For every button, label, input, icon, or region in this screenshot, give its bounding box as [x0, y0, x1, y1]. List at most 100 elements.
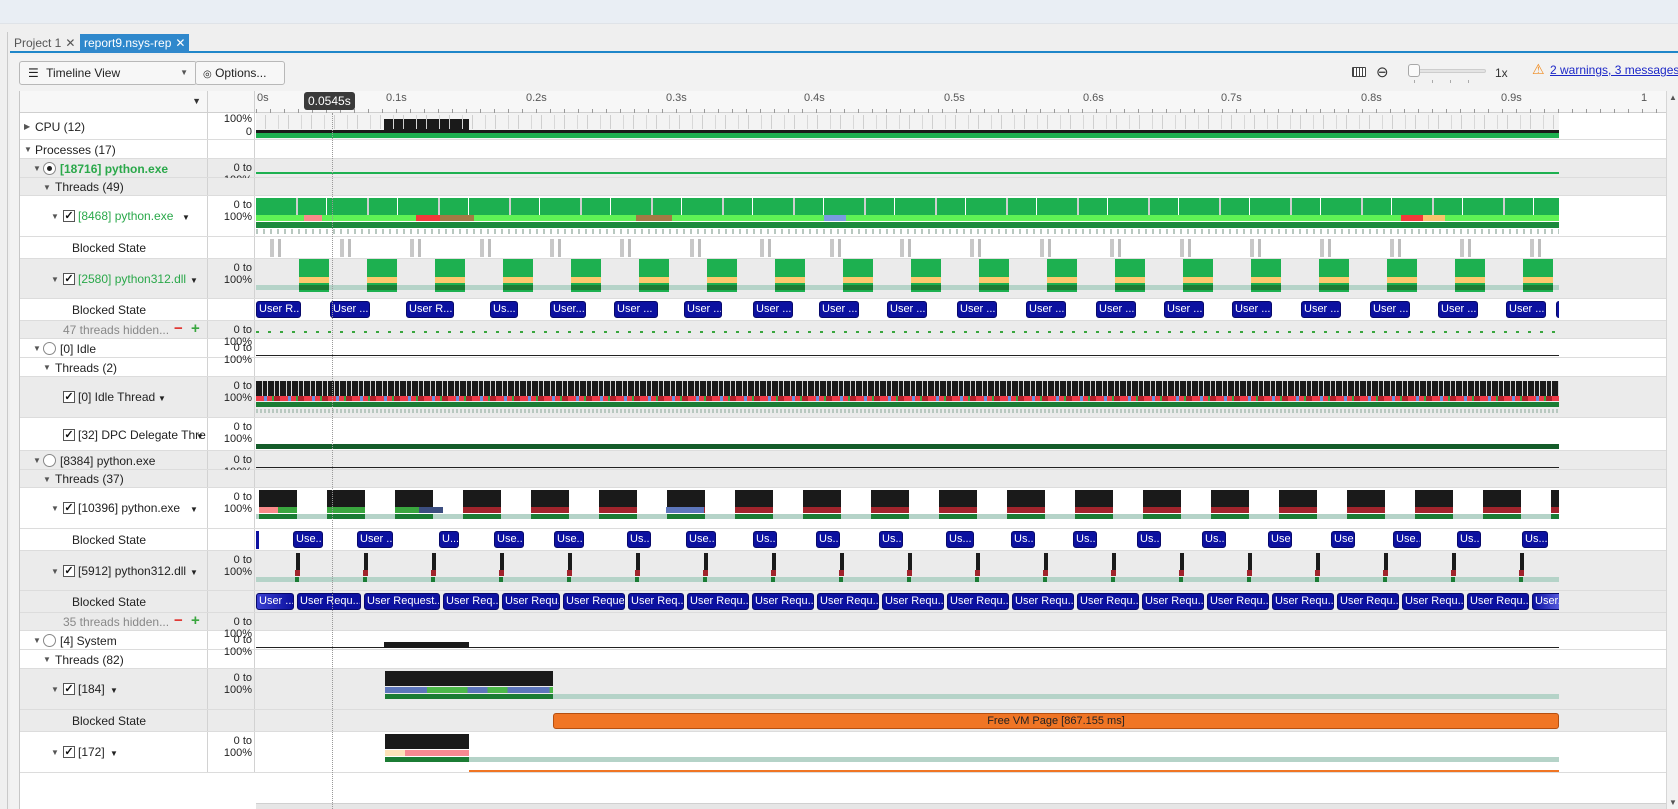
thread-checkbox[interactable]: ✓	[63, 429, 75, 441]
user-request-block[interactable]: User ...	[684, 301, 722, 318]
user-request-block[interactable]: User Req...	[443, 593, 499, 610]
collapse-arrow-icon[interactable]: ▼	[33, 456, 41, 465]
blocked-state-track[interactable]: Use... User ... U... Use... Use... Us...…	[256, 529, 1559, 550]
user-request-block[interactable]: Use...	[494, 531, 524, 548]
process-radio[interactable]	[43, 634, 56, 647]
process-row-idle[interactable]: ▼ [0] Idle 0 to 100%	[20, 339, 1678, 366]
tab-report9[interactable]: report9.nsys-rep ✕	[80, 34, 190, 53]
process-track[interactable]	[256, 631, 1559, 649]
chevron-down-icon[interactable]: ▼	[110, 749, 118, 758]
user-request-block[interactable]: User ...	[1438, 301, 1478, 318]
collapse-arrow-icon[interactable]: ▼	[24, 145, 32, 154]
close-icon[interactable]: ✕	[175, 36, 186, 50]
vertical-scrollbar[interactable]: ▲ ▼	[1666, 91, 1678, 809]
user-request-block[interactable]: Us...	[1073, 531, 1097, 548]
left-splitter[interactable]	[0, 32, 8, 809]
scroll-up-icon[interactable]: ▲	[1669, 93, 1677, 102]
user-request-block[interactable]: User...	[550, 301, 586, 318]
blocked-state-track[interactable]	[256, 237, 1559, 258]
user-request-block[interactable]: User R...	[256, 301, 301, 318]
user-request-block[interactable]: User Requ...	[947, 593, 1009, 610]
chevron-down-icon[interactable]: ▼	[190, 276, 198, 285]
thread-track[interactable]	[256, 732, 1559, 772]
user-request-block[interactable]: User ...	[1096, 301, 1136, 318]
zoom-out-icon[interactable]: ⊖	[1376, 64, 1389, 81]
horizontal-scrollbar[interactable]	[256, 803, 1666, 809]
user-request-block[interactable]: Use...	[1393, 531, 1421, 548]
thread-track[interactable]	[256, 488, 1559, 528]
user-request-block[interactable]: User Requ...	[1402, 593, 1464, 610]
thread-row-2580[interactable]: ▼ ✓ [2580] python312.dll ▼ 0 to 100%	[20, 259, 1678, 299]
user-request-block[interactable]: User ...	[357, 531, 393, 548]
collapse-arrow-icon[interactable]: ▼	[43, 655, 51, 664]
user-request-block[interactable]: Us...	[490, 301, 518, 318]
user-request-block[interactable]: Use...	[293, 531, 323, 548]
user-request-block[interactable]: Us...	[1137, 531, 1161, 548]
user-request-block[interactable]: User Requ...	[882, 593, 944, 610]
collapse-arrow-icon[interactable]: ▼	[51, 275, 59, 284]
user-request-block[interactable]: User Requ...	[1467, 593, 1529, 610]
user-request-block[interactable]: Us...	[1522, 531, 1548, 548]
thread-track[interactable]	[256, 418, 1559, 450]
thread-track[interactable]	[256, 669, 1559, 709]
process-track[interactable]	[256, 159, 1559, 177]
user-request-block[interactable]: User Requ...	[1012, 593, 1074, 610]
processes-row[interactable]: ▼ Processes (17)	[20, 140, 1678, 159]
warnings-link[interactable]: 2 warnings, 3 messages	[1550, 63, 1678, 77]
thread-track[interactable]	[256, 259, 1559, 298]
chevron-down-icon[interactable]: ▼	[110, 686, 118, 695]
collapse-arrow-icon[interactable]: ▼	[51, 685, 59, 694]
minus-icon[interactable]: −	[174, 613, 183, 629]
thread-checkbox[interactable]: ✓	[63, 273, 75, 285]
cpu-utilization-track[interactable]	[256, 113, 1559, 139]
thread-track[interactable]	[256, 377, 1559, 417]
chevron-down-icon[interactable]: ▼	[158, 394, 166, 403]
user-request-block[interactable]: User Requ...	[1077, 593, 1139, 610]
collapse-arrow-icon[interactable]: ▼	[33, 164, 41, 173]
user-request-block[interactable]: User Requ...	[752, 593, 814, 610]
process-track[interactable]	[256, 451, 1559, 469]
free-vm-page-block[interactable]: Free VM Page [867.155 ms]	[553, 713, 1559, 729]
user-request-block[interactable]: User ...	[256, 593, 294, 610]
chevron-down-icon[interactable]: ▼	[196, 432, 204, 441]
plus-icon[interactable]: +	[191, 321, 200, 337]
thread-checkbox[interactable]: ✓	[63, 502, 75, 514]
thread-row-184[interactable]: ▼ ✓ [184] ▼ 0 to 100%	[20, 669, 1678, 710]
user-request-block[interactable]: User ...	[1506, 301, 1546, 318]
thread-row-8468[interactable]: ▼ ✓ [8468] python.exe ▼ 0 to 100%	[20, 196, 1678, 237]
zoom-slider[interactable]	[1412, 69, 1486, 73]
hidden-threads-row[interactable]: 47 threads hidden... − + 0 to 100%	[20, 321, 1678, 348]
close-icon[interactable]: ✕	[65, 36, 76, 50]
blocked-state-row[interactable]: Blocked State User ... User Requ... User…	[20, 591, 1678, 613]
user-request-block[interactable]: Us...	[627, 531, 651, 548]
user-request-block[interactable]: Use...	[554, 531, 584, 548]
user-request-block[interactable]: User Requ...	[1142, 593, 1204, 610]
blocked-state-row[interactable]: Blocked State User R... User ... User R.…	[20, 299, 1678, 321]
keyboard-icon[interactable]	[1352, 67, 1366, 77]
user-request-block[interactable]	[1556, 301, 1559, 318]
user-request-block[interactable]: User Request...	[364, 593, 440, 610]
thread-row-dpc[interactable]: ✓ [32] DPC Delegate Thre ▼ 0 to 100%	[20, 418, 1678, 451]
threads-group-row[interactable]: ▼ Threads (37)	[20, 470, 1678, 488]
user-request-block[interactable]: Us...	[1011, 531, 1035, 548]
user-request-block[interactable]: Us...	[879, 531, 903, 548]
user-request-block[interactable]: User ...	[887, 301, 927, 318]
user-request-block[interactable]: User ...	[1301, 301, 1341, 318]
user-request-block[interactable]: User Requ...	[1272, 593, 1334, 610]
user-request-block[interactable]: User Reque...	[563, 593, 625, 610]
user-request-block[interactable]: U...	[439, 531, 459, 548]
user-request-block[interactable]: Us...	[816, 531, 840, 548]
collapse-arrow-icon[interactable]: ▼	[43, 363, 51, 372]
collapse-arrow-icon[interactable]: ▼	[51, 748, 59, 757]
user-request-block[interactable]: Use...	[1268, 531, 1292, 548]
user-request-block[interactable]: User ...	[957, 301, 997, 318]
view-select[interactable]: ☰ Timeline View ▼	[19, 61, 197, 85]
process-row-system[interactable]: ▼ [4] System 0 to 100%	[20, 631, 1678, 658]
user-request-block[interactable]: User ...	[614, 301, 658, 318]
minus-icon[interactable]: −	[174, 321, 183, 337]
threads-group-row[interactable]: ▼ Threads (49)	[20, 178, 1678, 196]
collapse-arrow-icon[interactable]: ▼	[51, 504, 59, 513]
user-request-block[interactable]: User Requ...	[817, 593, 879, 610]
blocked-state-row[interactable]: Blocked State Free VM Page [867.155 ms]	[20, 710, 1678, 732]
thread-checkbox[interactable]: ✓	[63, 565, 75, 577]
